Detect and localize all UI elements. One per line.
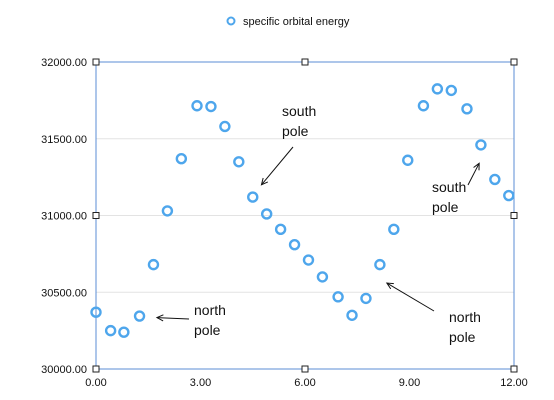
data-point (360, 292, 372, 305)
frame-handle (92, 58, 100, 66)
annotation-arrow (156, 317, 190, 320)
annotation-label: pole (432, 199, 459, 215)
x-tick-label: 12.00 (500, 377, 528, 389)
y-tick-label: 31000.00 (41, 211, 87, 223)
frame-handle (510, 365, 518, 373)
frame-handle (510, 212, 518, 219)
data-point (431, 83, 444, 95)
frame-handle (92, 212, 100, 219)
data-point (104, 324, 117, 337)
data-point (475, 139, 487, 151)
y-tick-label: 32000.00 (41, 57, 87, 69)
data-point (388, 223, 400, 236)
data-point (302, 254, 315, 266)
annotation-label: north (194, 302, 226, 318)
data-point (417, 100, 430, 112)
data-point (316, 271, 329, 283)
legend-label: specific orbital energy (243, 16, 350, 28)
data-point (147, 258, 160, 271)
x-tick-label: 0.00 (85, 377, 106, 389)
annotation-arrowhead (155, 314, 164, 322)
frame-handle (510, 58, 518, 66)
y-tick-label: 30000.00 (41, 364, 87, 376)
annotation-arrow (467, 163, 480, 186)
data-point (288, 238, 301, 251)
x-tick-label: 9.00 (399, 377, 420, 389)
data-point (191, 100, 203, 112)
annotation-label: pole (194, 322, 221, 338)
annotation-label: pole (449, 329, 476, 345)
data-point (445, 84, 457, 97)
data-point (260, 208, 273, 220)
data-point (133, 310, 146, 322)
data-point (219, 120, 231, 133)
annotation-arrow (261, 146, 294, 186)
x-tick-label: 3.00 (190, 377, 211, 389)
y-tick-label: 30500.00 (41, 287, 87, 299)
x-tick-label: 6.00 (294, 377, 315, 389)
annotation-label: south (432, 179, 466, 195)
data-point (374, 258, 386, 271)
annotation-arrowhead (260, 177, 269, 186)
data-point (233, 156, 245, 168)
frame-handle (92, 365, 100, 373)
data-point (161, 205, 174, 217)
frame-handle (301, 365, 309, 373)
annotation-label: pole (282, 123, 309, 139)
data-point (332, 291, 344, 303)
annotation-label: south (282, 103, 316, 119)
data-point (205, 100, 217, 113)
data-point (90, 306, 102, 318)
annotation-label: north (449, 309, 481, 325)
data-point (247, 191, 259, 203)
data-point (461, 103, 473, 115)
y-tick-label: 31500.00 (41, 134, 87, 146)
legend-marker (226, 16, 236, 26)
annotation-arrow (386, 282, 435, 312)
data-point (175, 153, 188, 165)
data-point (402, 154, 414, 166)
annotation-arrowhead (473, 162, 480, 171)
frame-handle (301, 58, 309, 66)
data-point (346, 309, 358, 321)
data-point (503, 189, 515, 202)
annotation-arrowhead (385, 282, 394, 290)
data-point (274, 223, 287, 236)
data-point (118, 326, 130, 338)
data-point (489, 173, 501, 186)
